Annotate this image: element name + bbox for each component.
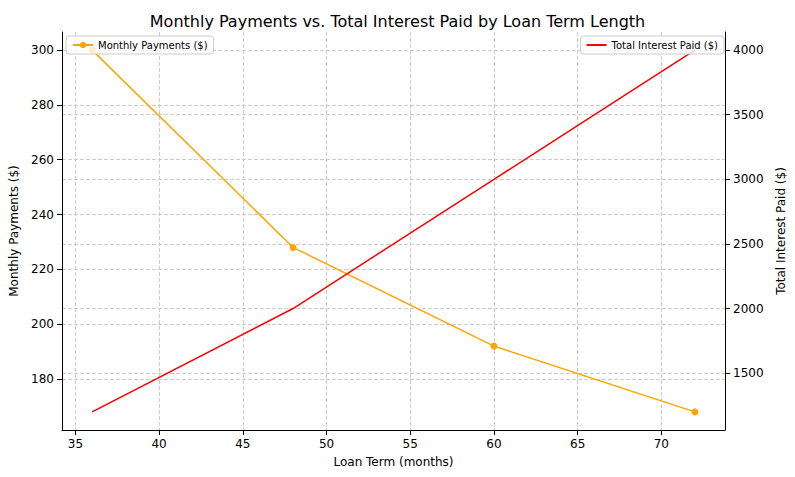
svg-text:70: 70 [654, 437, 669, 451]
svg-text:Monthly Payments ($): Monthly Payments ($) [7, 165, 21, 296]
svg-text:180: 180 [31, 372, 54, 386]
svg-text:2500: 2500 [733, 237, 764, 251]
svg-text:260: 260 [31, 153, 54, 167]
svg-text:40: 40 [151, 437, 166, 451]
svg-text:300: 300 [31, 43, 54, 57]
svg-text:55: 55 [403, 437, 418, 451]
svg-text:200: 200 [31, 317, 54, 331]
svg-text:Total Interest Paid ($): Total Interest Paid ($) [611, 40, 719, 51]
svg-text:Total Interest Paid ($): Total Interest Paid ($) [774, 167, 788, 296]
svg-text:2000: 2000 [733, 302, 764, 316]
svg-text:4000: 4000 [733, 43, 764, 57]
svg-text:50: 50 [319, 437, 334, 451]
svg-text:240: 240 [31, 208, 54, 222]
svg-text:Loan Term (months): Loan Term (months) [333, 455, 453, 469]
svg-text:3000: 3000 [733, 172, 764, 186]
svg-text:Monthly Payments vs. Total Int: Monthly Payments vs. Total Interest Paid… [150, 12, 645, 31]
svg-text:65: 65 [570, 437, 585, 451]
svg-text:35: 35 [68, 437, 83, 451]
svg-text:45: 45 [235, 437, 250, 451]
svg-text:60: 60 [486, 437, 501, 451]
svg-text:280: 280 [31, 98, 54, 112]
svg-text:3500: 3500 [733, 108, 764, 122]
svg-text:1500: 1500 [733, 366, 764, 380]
svg-text:220: 220 [31, 262, 54, 276]
svg-text:Monthly Payments ($): Monthly Payments ($) [98, 40, 208, 51]
